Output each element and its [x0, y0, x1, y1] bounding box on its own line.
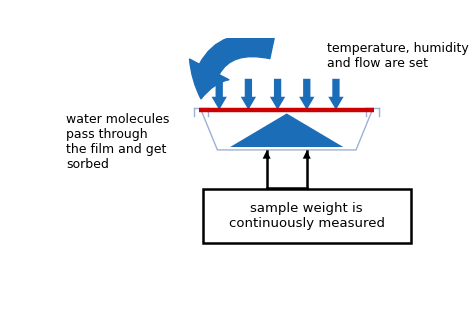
Polygon shape: [263, 151, 271, 159]
Text: sample weight is
continuously measured: sample weight is continuously measured: [229, 202, 385, 230]
Polygon shape: [299, 79, 314, 110]
Polygon shape: [270, 79, 285, 110]
Polygon shape: [230, 113, 343, 147]
Polygon shape: [303, 151, 311, 159]
Polygon shape: [328, 79, 344, 110]
Text: water molecules
pass through
the film and get
sorbed: water molecules pass through the film an…: [66, 113, 169, 172]
Bar: [203, 189, 411, 243]
Polygon shape: [241, 79, 256, 110]
FancyArrowPatch shape: [190, 34, 274, 99]
Polygon shape: [211, 79, 227, 110]
Text: temperature, humidity
and flow are set: temperature, humidity and flow are set: [327, 42, 469, 70]
